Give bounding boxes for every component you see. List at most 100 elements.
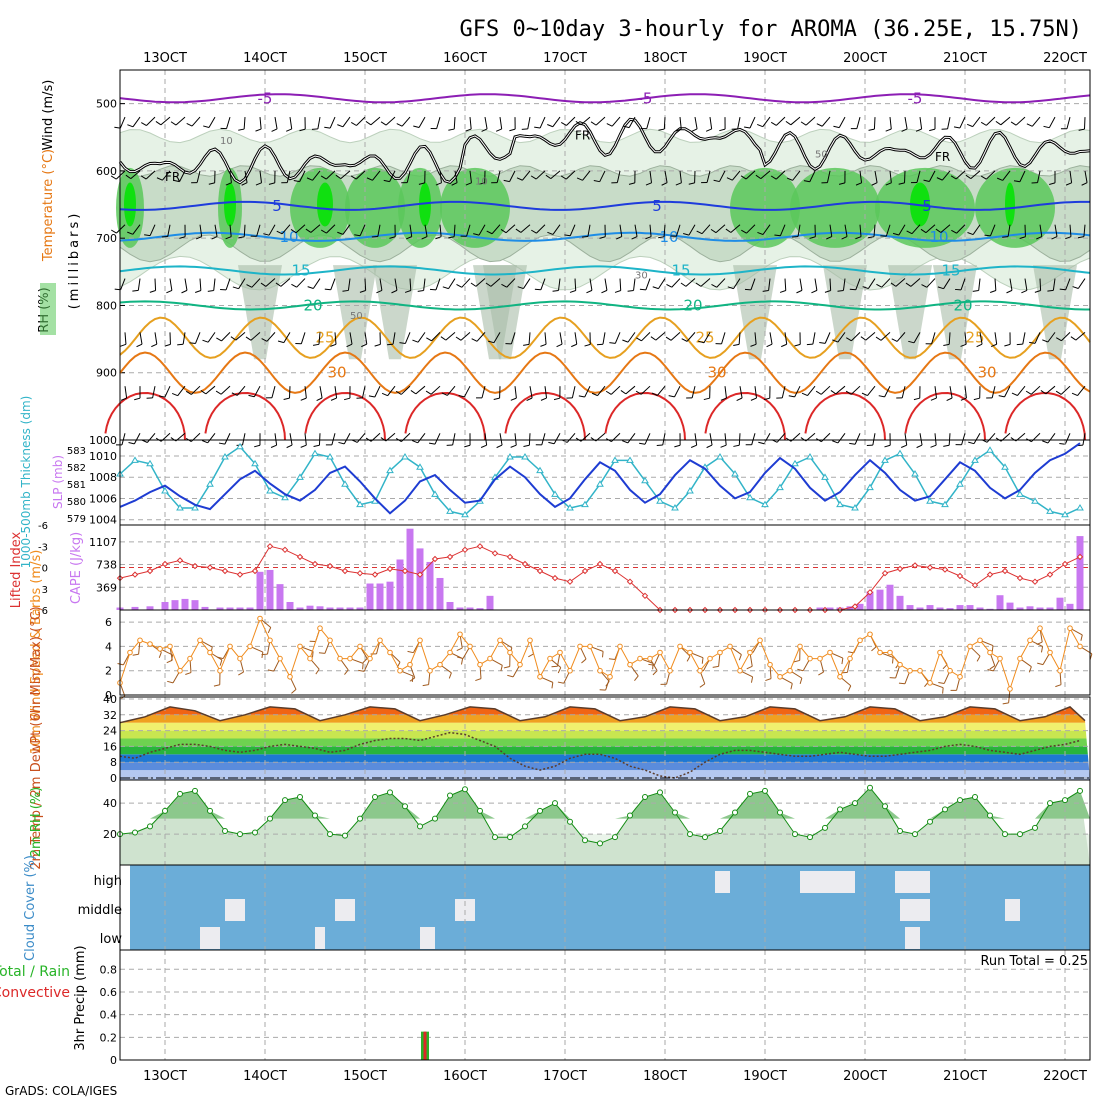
upper-wind-barb bbox=[611, 116, 621, 127]
wind-barb-flag bbox=[855, 182, 862, 186]
wind-barb-flag bbox=[699, 683, 706, 688]
wind-speed-point bbox=[597, 667, 603, 674]
upper-wind-barb bbox=[268, 224, 276, 236]
upper-wind-barb bbox=[169, 278, 173, 291]
thickness-point bbox=[821, 473, 829, 480]
rh2m-point bbox=[747, 790, 753, 797]
wind-speed-point bbox=[407, 661, 413, 668]
wind-barb-flag bbox=[762, 289, 769, 292]
wind-barb-flag bbox=[475, 678, 482, 682]
upper-wind-barb bbox=[119, 116, 126, 129]
wind-speed-point bbox=[937, 649, 943, 656]
upper-wind-barb bbox=[430, 385, 441, 395]
cape-bar bbox=[336, 607, 344, 610]
cape-bar bbox=[436, 577, 444, 610]
upper-wind-barb bbox=[1077, 278, 1086, 289]
upper-wind-barb bbox=[663, 224, 666, 237]
wind-barb-flag bbox=[639, 288, 646, 291]
wind-barb-flag bbox=[503, 179, 510, 183]
upper-wind-barb bbox=[359, 224, 366, 236]
wind-barb-flag bbox=[173, 179, 180, 183]
upper-wind-barb bbox=[776, 432, 786, 443]
wind-barb-flag bbox=[837, 289, 844, 292]
rh2m-point bbox=[267, 815, 273, 822]
wind-barb-flag bbox=[534, 126, 541, 129]
wind-barb-flag bbox=[132, 289, 139, 292]
wind-barb-flag bbox=[628, 182, 635, 185]
bottom-x-tick-label: 21OCT bbox=[943, 1069, 987, 1084]
cloud-cell bbox=[315, 927, 325, 949]
wind-barb-flag bbox=[788, 395, 795, 398]
upper-wind-barb bbox=[207, 432, 216, 444]
upper-wind-barb bbox=[296, 278, 306, 288]
temperature-contour-35 bbox=[404, 391, 486, 441]
wind-barb-flag bbox=[421, 236, 428, 240]
upper-wind-barb bbox=[281, 224, 291, 235]
cape-bar bbox=[826, 607, 834, 610]
upper-wind-barb bbox=[318, 332, 321, 345]
thickness-point bbox=[281, 493, 289, 501]
upper-wind-barb bbox=[873, 117, 876, 130]
wind-barb-flag bbox=[306, 177, 313, 181]
wind-speed-point bbox=[187, 655, 193, 662]
upper-wind-barb bbox=[973, 433, 981, 444]
upper-wind-barb bbox=[634, 224, 638, 237]
upper-wind-barb bbox=[1039, 278, 1042, 291]
upper-wind-barb bbox=[318, 433, 321, 446]
wind-barb-flag bbox=[548, 441, 555, 445]
wind-barb-flag bbox=[313, 444, 320, 448]
wind-barb-flag bbox=[460, 658, 464, 665]
cloud-row-label: low bbox=[100, 932, 123, 947]
thickness-point bbox=[266, 487, 274, 494]
thickness-point bbox=[206, 480, 214, 487]
lifted-index-point bbox=[311, 560, 319, 568]
wind-barb-flag bbox=[691, 128, 698, 132]
upper-wind-barb bbox=[400, 385, 411, 395]
wind-speed-point bbox=[887, 649, 893, 656]
upper-wind-barb bbox=[199, 224, 203, 237]
wind-barb-flag bbox=[510, 397, 517, 401]
cloud-cell bbox=[1005, 899, 1020, 921]
upper-wind-barb bbox=[289, 117, 293, 130]
upper-wind-barb bbox=[1002, 170, 1011, 181]
upper-wind-barb bbox=[856, 116, 861, 129]
wind-barb-flag bbox=[448, 236, 455, 239]
thickness-point bbox=[866, 483, 874, 491]
wind-speed-point bbox=[847, 655, 853, 662]
upper-wind-barb bbox=[614, 332, 621, 344]
wind-barb-flag bbox=[868, 128, 875, 131]
upper-wind-barb bbox=[850, 385, 861, 395]
wind-speed-point bbox=[377, 637, 383, 644]
cape-bar bbox=[446, 601, 454, 610]
cloud-row-label: middle bbox=[78, 903, 122, 918]
temperature-contour-label: -5 bbox=[908, 89, 923, 107]
wind-barb-flag bbox=[838, 182, 846, 185]
wind-barb-flag bbox=[540, 343, 547, 347]
upper-wind-barb bbox=[1083, 117, 1086, 130]
wind-barb-flag bbox=[811, 289, 818, 294]
wind-barb-flag bbox=[960, 397, 967, 401]
wind-barb-flag bbox=[455, 336, 462, 341]
wind-barb-flag bbox=[127, 124, 134, 128]
wind-barb-flag bbox=[404, 290, 411, 293]
wind-barb-flag bbox=[1077, 236, 1084, 239]
wind-barb-flag bbox=[946, 397, 953, 401]
wind-speed-point bbox=[157, 646, 163, 652]
upper-wind-barb bbox=[928, 170, 936, 182]
temperature-contour-label: 15 bbox=[941, 261, 960, 279]
wind-barb-flag bbox=[509, 128, 516, 132]
upper-wind-barb bbox=[911, 224, 921, 234]
cape-bar bbox=[426, 561, 434, 610]
upper-wind-barb bbox=[295, 224, 306, 234]
wind-barb-flag bbox=[781, 343, 787, 348]
wind-barb-flag bbox=[1011, 392, 1018, 396]
lifted-tick-label: 6 bbox=[42, 606, 48, 617]
temperature-contour-35 bbox=[904, 391, 986, 441]
wind-barb-flag bbox=[263, 233, 270, 236]
cape-bar bbox=[406, 528, 414, 610]
rh-plume bbox=[888, 265, 932, 360]
upper-wind-barb bbox=[434, 433, 441, 445]
upper-wind-barb bbox=[794, 385, 801, 398]
rh2m-point bbox=[192, 787, 198, 794]
wind-barb-flag bbox=[406, 236, 412, 240]
